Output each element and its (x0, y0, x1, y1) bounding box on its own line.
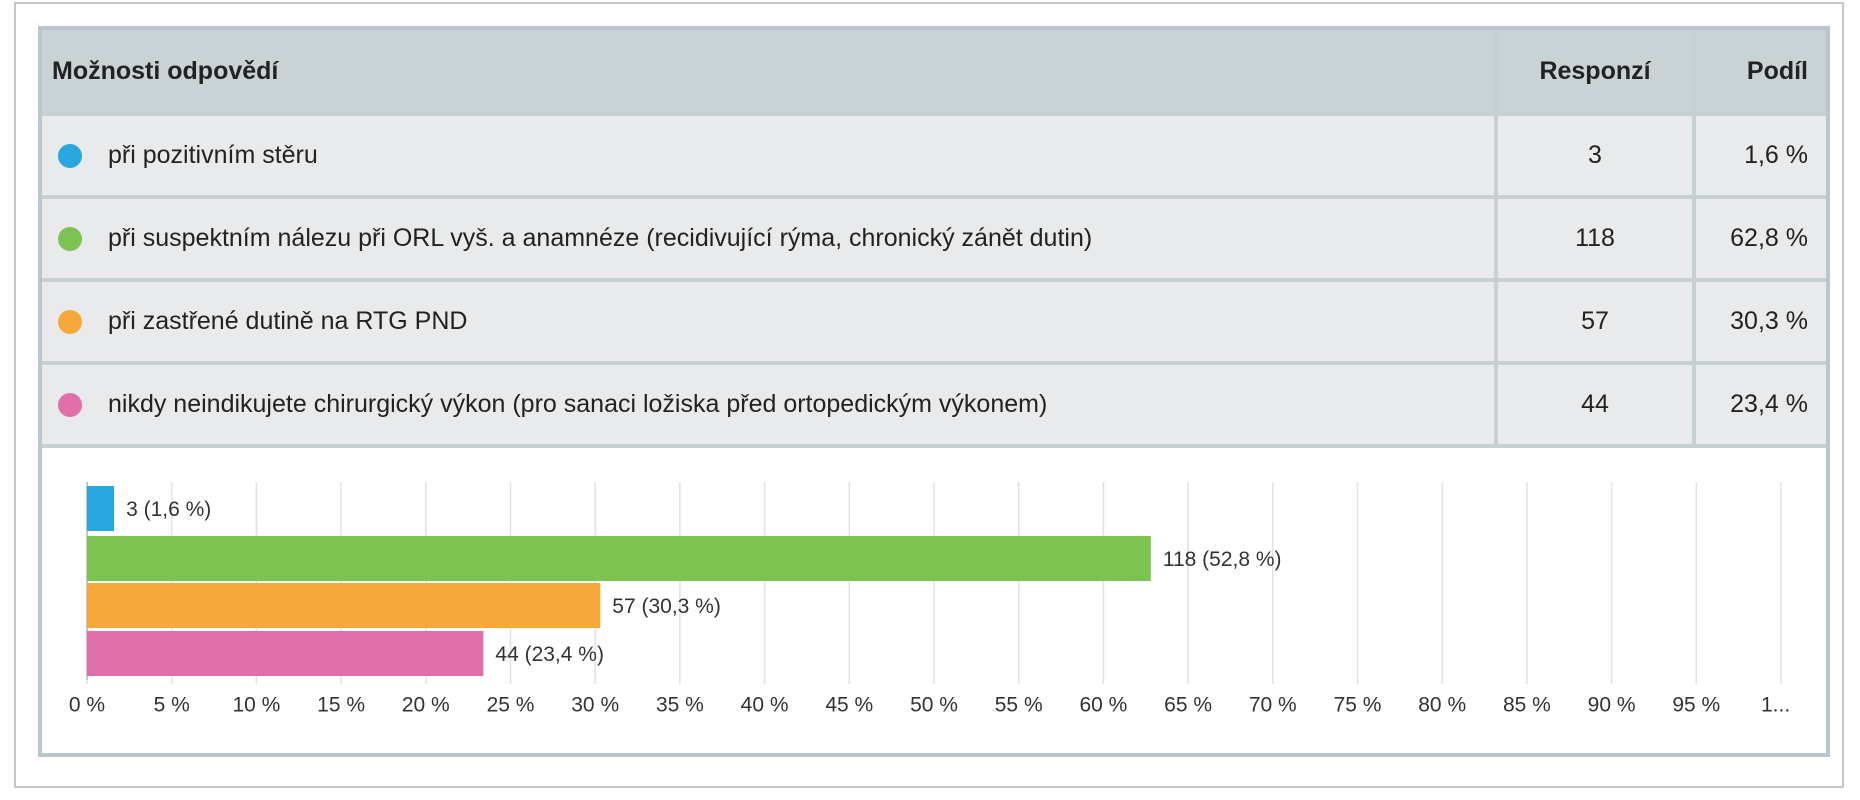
header-cell: Responzí (1498, 30, 1696, 112)
bar (87, 486, 115, 531)
answer-label: při zastřené dutině na RTG PND (108, 307, 468, 335)
frame (14, 2, 1844, 788)
x-tick-label: 65 % (1164, 694, 1212, 717)
share-cell: 23,4 % (1730, 390, 1808, 418)
table-row: nikdy neindikujete chirurgický výkon (pr… (42, 365, 1826, 448)
header-cell: Možnosti odpovědí (42, 30, 1498, 112)
table-row: při suspektním nálezu při ORL vyš. a ana… (42, 199, 1826, 282)
bar (87, 583, 601, 628)
x-tick-label: 35 % (656, 694, 704, 717)
x-tick-label: 50 % (910, 694, 958, 717)
responses-cell: 118 (1498, 199, 1696, 278)
data-label: 57 (30,3 %) (612, 595, 721, 618)
answer-cell: při suspektním nálezu při ORL vyš. a ana… (42, 199, 1498, 278)
header-cell: Podíl (1746, 56, 1808, 85)
x-tick-label: 70 % (1249, 694, 1297, 717)
x-tick-label: 30 % (571, 694, 619, 717)
x-tick-label: 25 % (487, 694, 535, 717)
responses-cell: 57 (1498, 282, 1696, 361)
data-label: 44 (23,4 %) (495, 643, 604, 666)
x-tick-label: 60 % (1079, 694, 1127, 717)
responses-cell: 3 (1498, 116, 1696, 195)
responses-cell: 44 (1498, 365, 1696, 444)
table-row: při zastřené dutině na RTG PND 57 30,3 % (42, 282, 1826, 365)
x-tick-label: 80 % (1418, 694, 1466, 717)
x-tick-label: 0 % (69, 694, 105, 717)
answer-cell: nikdy neindikujete chirurgický výkon (pr… (42, 365, 1498, 444)
table-row: při pozitivním stěru 3 1,6 % (42, 116, 1826, 199)
data-label: 118 (52,8 %) (1163, 548, 1282, 571)
bar (87, 631, 484, 676)
share-cell: 30,3 % (1730, 307, 1808, 335)
answer-label: nikdy neindikujete chirurgický výkon (pr… (108, 390, 1048, 418)
x-tick-label: 5 % (154, 694, 190, 717)
x-tick-label: 40 % (741, 694, 789, 717)
share-cell: 62,8 % (1730, 224, 1808, 252)
bar (87, 536, 1151, 581)
color-dot (58, 392, 82, 417)
color-dot (58, 143, 82, 168)
x-tick-label: 20 % (402, 694, 450, 717)
x-tick-label: 1... (1761, 694, 1790, 717)
x-tick-label: 55 % (995, 694, 1043, 717)
answer-cell: při pozitivním stěru (42, 116, 1498, 195)
share-cell: 1,6 % (1744, 141, 1808, 169)
x-tick-label: 45 % (825, 694, 873, 717)
x-tick-label: 75 % (1334, 694, 1382, 717)
table-header: Možnosti odpovědí Responzí Podíl (42, 30, 1826, 116)
color-dot (58, 309, 82, 334)
answer-label: při suspektním nálezu při ORL vyš. a ana… (108, 224, 1093, 252)
x-tick-label: 90 % (1588, 694, 1636, 717)
x-tick-label: 95 % (1672, 694, 1720, 717)
answer-label: při pozitivním stěru (108, 141, 318, 169)
x-tick-label: 85 % (1503, 694, 1551, 717)
data-label: 3 (1,6 %) (126, 498, 211, 521)
answer-cell: při zastřené dutině na RTG PND (42, 282, 1498, 361)
color-dot (58, 226, 82, 251)
x-tick-label: 15 % (317, 694, 365, 717)
x-tick-label: 10 % (232, 694, 280, 717)
